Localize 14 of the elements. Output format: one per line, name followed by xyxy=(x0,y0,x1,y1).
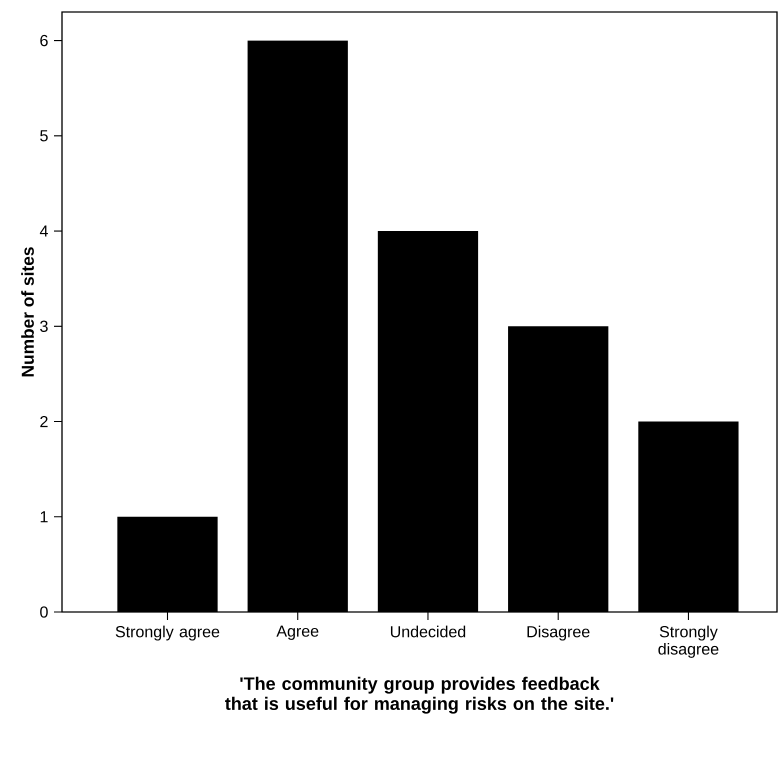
y-tick-label: 4 xyxy=(40,226,48,237)
y-tick-label: 6 xyxy=(40,34,48,46)
x-tick-label: Undecided xyxy=(390,626,466,638)
x-tick-label: Strongly disagree xyxy=(658,626,718,658)
y-tick-label: 0 xyxy=(40,606,48,618)
y-tick-label: 3 xyxy=(40,320,48,332)
x-axis-title: 'The community group provides feedback that is useful for managing risks on the site.' xyxy=(225,676,614,714)
y-tick-label: 5 xyxy=(40,130,48,142)
x-tick-label: Agree xyxy=(276,626,318,640)
y-tick-label: 2 xyxy=(40,416,48,428)
y-tick-label: 1 xyxy=(40,511,48,522)
x-tick-label: Strongly agree xyxy=(116,626,220,641)
x-tick-label: Disagree xyxy=(528,626,590,641)
y-axis-title: Number of sites xyxy=(21,247,34,376)
